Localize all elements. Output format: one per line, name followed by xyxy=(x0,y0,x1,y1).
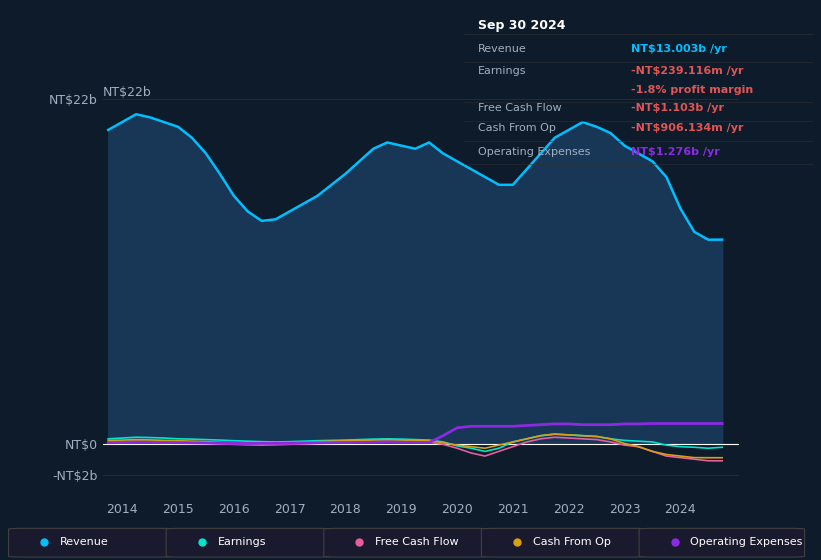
Text: Revenue: Revenue xyxy=(60,537,108,547)
Text: NT$13.003b /yr: NT$13.003b /yr xyxy=(631,44,727,54)
Text: Earnings: Earnings xyxy=(218,537,266,547)
Text: Cash From Op: Cash From Op xyxy=(478,123,556,133)
Text: NT$22b: NT$22b xyxy=(103,86,151,99)
FancyBboxPatch shape xyxy=(8,528,174,557)
Text: Revenue: Revenue xyxy=(478,44,526,54)
Text: NT$1.276b /yr: NT$1.276b /yr xyxy=(631,147,720,157)
FancyBboxPatch shape xyxy=(323,528,489,557)
Text: Sep 30 2024: Sep 30 2024 xyxy=(478,19,566,32)
Text: -1.8% profit margin: -1.8% profit margin xyxy=(631,85,754,95)
Text: -NT$906.134m /yr: -NT$906.134m /yr xyxy=(631,123,744,133)
FancyBboxPatch shape xyxy=(639,528,805,557)
Text: -NT$1.103b /yr: -NT$1.103b /yr xyxy=(631,103,724,113)
Text: Operating Expenses: Operating Expenses xyxy=(478,147,590,157)
Text: Operating Expenses: Operating Expenses xyxy=(690,537,803,547)
FancyBboxPatch shape xyxy=(481,528,647,557)
Text: Cash From Op: Cash From Op xyxy=(533,537,611,547)
Text: Free Cash Flow: Free Cash Flow xyxy=(478,103,562,113)
Text: -NT$239.116m /yr: -NT$239.116m /yr xyxy=(631,66,744,76)
Text: Free Cash Flow: Free Cash Flow xyxy=(375,537,459,547)
FancyBboxPatch shape xyxy=(166,528,332,557)
Text: Earnings: Earnings xyxy=(478,66,526,76)
